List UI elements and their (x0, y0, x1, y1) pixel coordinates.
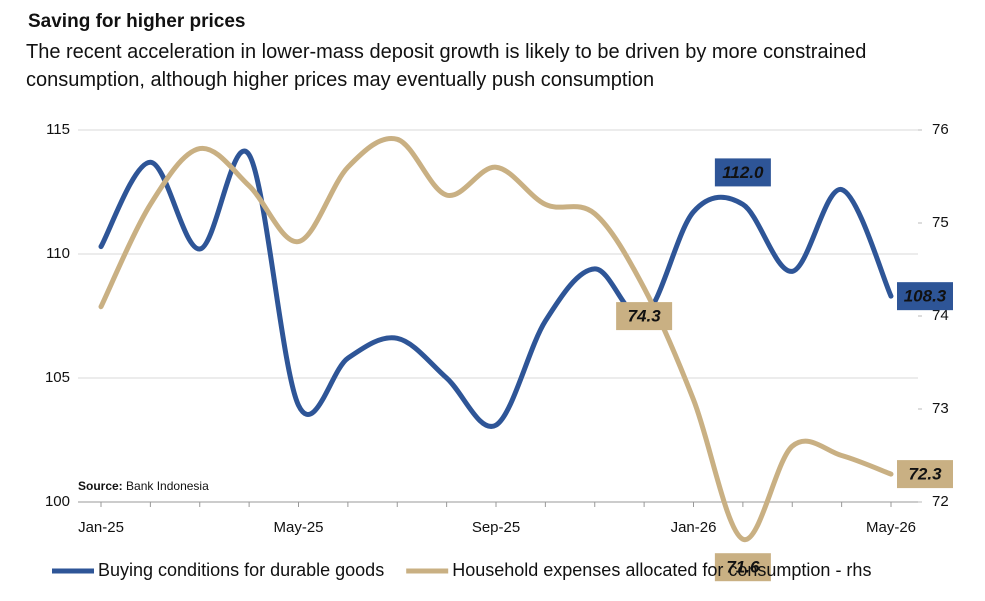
y2-tick-label: 75 (932, 214, 949, 231)
x-tick-label: Jan-25 (78, 519, 124, 536)
x-tick-label: May-26 (866, 519, 916, 536)
chart-subtitle: The recent acceleration in lower-mass de… (26, 41, 867, 91)
series-line (98, 148, 894, 429)
value-label-group: 71.6 (714, 553, 771, 582)
value-label-group: 112.0 (714, 158, 771, 187)
value-label-group: 72.3 (897, 460, 953, 489)
y-tick-label: 110 (46, 245, 70, 262)
value-label: 108.3 (904, 287, 947, 306)
source-label: Source: (78, 479, 123, 493)
value-label-group: 108.3 (897, 282, 953, 311)
value-label-box (897, 282, 953, 311)
y2-tick-label: 74 (932, 307, 949, 324)
source: Source: Bank Indonesia (78, 479, 209, 493)
source-text: Bank Indonesia (126, 479, 209, 493)
x-tick-label: Jan-26 (671, 519, 717, 536)
x-tick-label: May-25 (273, 519, 323, 536)
y-tick-label: 100 (45, 493, 70, 510)
subtitle-box: The recent acceleration in lower-mass de… (26, 41, 867, 91)
series-line (98, 135, 894, 542)
value-label-box (714, 158, 771, 187)
y2-tick-label: 72 (932, 493, 949, 510)
value-label: 72.3 (908, 465, 942, 484)
y-tick-label: 105 (45, 369, 70, 386)
value-label: 112.0 (722, 163, 764, 182)
x-tick-label: Sep-25 (472, 519, 520, 536)
value-label: 74.3 (628, 307, 662, 326)
value-label-box (616, 302, 673, 331)
value-label-box (714, 553, 771, 582)
y2-tick-label: 73 (932, 400, 949, 417)
value-label-group: 74.3 (616, 302, 673, 331)
legend-label: Buying conditions for durable goods (98, 560, 384, 580)
value-label: 71.6 (726, 558, 760, 577)
legend-label: Household expenses allocated for consump… (452, 560, 871, 580)
chart-title: Saving for higher prices (28, 11, 246, 32)
y2-tick-label: 76 (932, 121, 949, 138)
y-tick-label: 115 (46, 121, 70, 138)
value-label-box (897, 460, 953, 489)
